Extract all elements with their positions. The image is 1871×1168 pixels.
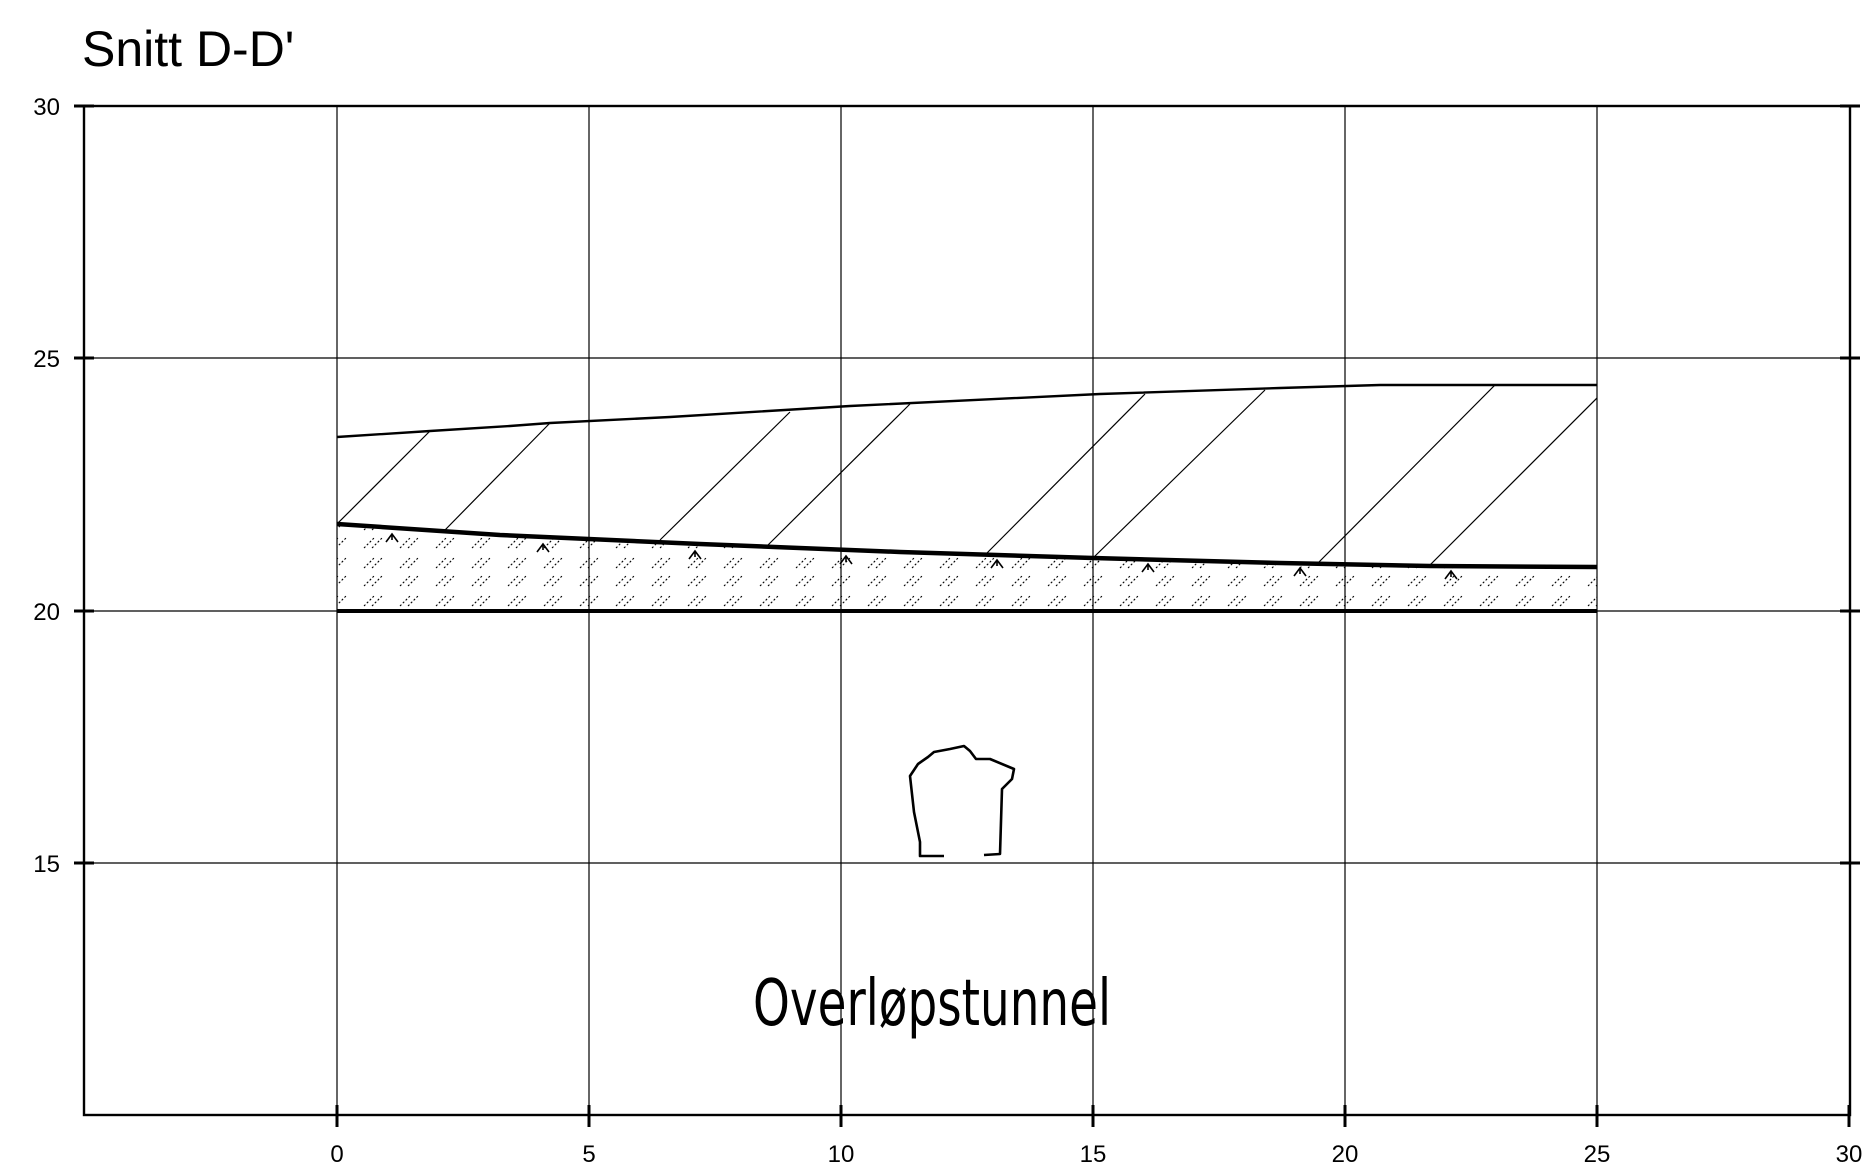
soil-boundary-line xyxy=(336,521,1598,570)
drawing-title: Snitt D-D' xyxy=(82,21,294,77)
fill-layer xyxy=(337,385,1597,567)
y-label-25: 25 xyxy=(33,346,60,373)
y-label-20: 20 xyxy=(33,599,60,626)
x-label-0: 0 xyxy=(330,1141,343,1168)
tunnel-label: Overløpstunnel xyxy=(753,967,1111,1041)
x-label-10: 10 xyxy=(828,1141,855,1168)
groundwater-marker-icon xyxy=(385,532,1458,580)
y-label-30: 30 xyxy=(33,94,60,121)
x-axis-labels: 0 5 10 15 20 25 30 xyxy=(330,1141,1862,1168)
x-label-15: 15 xyxy=(1080,1141,1107,1168)
x-label-5: 5 xyxy=(582,1141,595,1168)
y-axis-ticks xyxy=(74,104,1860,865)
x-axis-ticks xyxy=(335,1105,1851,1127)
x-label-30: 30 xyxy=(1836,1141,1863,1168)
terrain-line xyxy=(336,383,1597,439)
y-axis-labels: 30 25 20 15 xyxy=(33,94,60,878)
x-label-20: 20 xyxy=(1332,1141,1359,1168)
y-label-15: 15 xyxy=(33,851,60,878)
tunnel-profile-icon xyxy=(908,744,1016,858)
x-label-25: 25 xyxy=(1584,1141,1611,1168)
